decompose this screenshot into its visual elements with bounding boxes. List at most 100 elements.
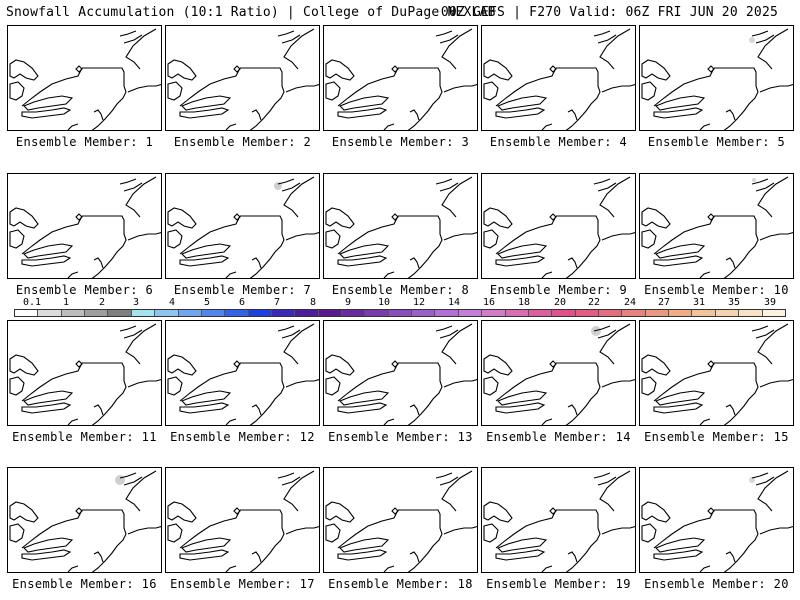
ensemble-member-map — [323, 320, 478, 426]
ensemble-member-label: Ensemble Member: 5 — [647, 135, 786, 149]
colorbar-segment — [318, 310, 343, 316]
basemap-svg — [483, 176, 635, 278]
ensemble-member-label: Ensemble Member: 15 — [644, 430, 789, 444]
colorbar-segment — [482, 310, 506, 316]
colorbar-segment — [505, 310, 529, 316]
colorbar-tick-label: 18 — [517, 297, 531, 308]
colorbar-segment — [108, 310, 132, 316]
colorbar-segment — [131, 310, 156, 316]
colorbar-segment — [61, 310, 86, 316]
ensemble-member-map — [165, 25, 320, 131]
colorbar-tick-label: 5 — [203, 297, 211, 308]
basemap-svg — [325, 176, 477, 278]
basemap-svg — [641, 176, 793, 278]
colorbar-segment — [575, 310, 599, 316]
ensemble-member-label: Ensemble Member: 4 — [489, 135, 628, 149]
colorbar-tick-label: 1 — [62, 297, 70, 308]
colorbar-tick-label: 0.1 — [22, 297, 42, 308]
chart-title: Snowfall Accumulation (10:1 Ratio) | Col… — [6, 5, 496, 20]
colorbar-segment — [342, 310, 366, 316]
colorbar-tick-label: 4 — [168, 297, 176, 308]
ensemble-member-label: Ensemble Member: 16 — [12, 577, 157, 591]
colorbar-tick-label: 27 — [657, 297, 671, 308]
ensemble-member-label: Ensemble Member: 8 — [331, 283, 470, 297]
ensemble-member-label: Ensemble Member: 9 — [489, 283, 628, 297]
colorbar-tick-label: 9 — [344, 297, 352, 308]
ensemble-member-map — [165, 173, 320, 279]
colorbar-segment — [38, 310, 62, 316]
colorbar-segment — [412, 310, 436, 316]
basemap-svg — [483, 323, 635, 425]
colorbar-segment — [435, 310, 459, 316]
colorbar-tick-label: 22 — [587, 297, 601, 308]
colorbar-strip — [14, 309, 786, 317]
basemap-svg — [9, 470, 161, 572]
ensemble-member-label: Ensemble Member: 2 — [173, 135, 312, 149]
colorbar-segment — [645, 310, 670, 316]
ensemble-member-label: Ensemble Member: 13 — [328, 430, 473, 444]
colorbar-tick-label: 14 — [447, 297, 461, 308]
colorbar-segment — [692, 310, 716, 316]
colorbar-tick-label: 35 — [727, 297, 741, 308]
colorbar-segment — [295, 310, 319, 316]
colorbar-segment — [598, 310, 623, 316]
colorbar-segment — [458, 310, 483, 316]
ensemble-member-map — [639, 320, 794, 426]
colorbar-tick-label: 10 — [377, 297, 391, 308]
basemap-svg — [167, 176, 319, 278]
colorbar-segment — [15, 310, 39, 316]
colorbar-segment — [388, 310, 413, 316]
basemap-svg — [641, 470, 793, 572]
colorbar-segment — [762, 310, 785, 316]
colorbar-segment — [622, 310, 646, 316]
run-info: 00Z GEFS | F270 Valid: 06Z FRI JUN 20 20… — [440, 5, 778, 20]
ensemble-member-map — [481, 467, 636, 573]
colorbar-segment — [248, 310, 272, 316]
ensemble-member-label: Ensemble Member: 10 — [644, 283, 789, 297]
ensemble-member-label: Ensemble Member: 14 — [486, 430, 631, 444]
colorbar-segment — [528, 310, 553, 316]
colorbar-tick-label: 3 — [132, 297, 140, 308]
basemap-svg — [483, 28, 635, 130]
ensemble-member-map — [165, 467, 320, 573]
ensemble-member-map — [7, 467, 162, 573]
colorbar-segment — [155, 310, 179, 316]
ensemble-member-label: Ensemble Member: 1 — [15, 135, 154, 149]
colorbar-tick-label: 20 — [553, 297, 567, 308]
ensemble-member-map — [323, 173, 478, 279]
colorbar-segment — [739, 310, 763, 316]
ensemble-member-map — [323, 467, 478, 573]
basemap-svg — [9, 323, 161, 425]
ensemble-member-map — [481, 173, 636, 279]
ensemble-member-label: Ensemble Member: 11 — [12, 430, 157, 444]
colorbar-tick-label: 6 — [238, 297, 246, 308]
ensemble-member-map — [481, 320, 636, 426]
colorbar-tick-label: 16 — [482, 297, 496, 308]
ensemble-member-map — [323, 25, 478, 131]
colorbar-segment — [201, 310, 226, 316]
ensemble-member-map — [7, 320, 162, 426]
ensemble-member-label: Ensemble Member: 17 — [170, 577, 315, 591]
ensemble-member-map — [639, 173, 794, 279]
colorbar-segment — [669, 310, 693, 316]
colorbar-tick-label: 31 — [692, 297, 706, 308]
colorbar-segment — [85, 310, 109, 316]
basemap-svg — [167, 28, 319, 130]
ensemble-member-label: Ensemble Member: 3 — [331, 135, 470, 149]
ensemble-member-label: Ensemble Member: 7 — [173, 283, 312, 297]
colorbar-segment — [715, 310, 740, 316]
basemap-svg — [167, 470, 319, 572]
colorbar-segment — [365, 310, 389, 316]
ensemble-member-label: Ensemble Member: 18 — [328, 577, 473, 591]
colorbar-segment — [178, 310, 202, 316]
basemap-svg — [9, 176, 161, 278]
ensemble-member-map — [481, 25, 636, 131]
basemap-svg — [641, 323, 793, 425]
ensemble-member-label: Ensemble Member: 12 — [170, 430, 315, 444]
ensemble-member-label: Ensemble Member: 20 — [644, 577, 789, 591]
ensemble-member-map — [639, 467, 794, 573]
basemap-svg — [483, 470, 635, 572]
colorbar-segment — [271, 310, 296, 316]
basemap-svg — [167, 323, 319, 425]
ensemble-member-map — [7, 25, 162, 131]
